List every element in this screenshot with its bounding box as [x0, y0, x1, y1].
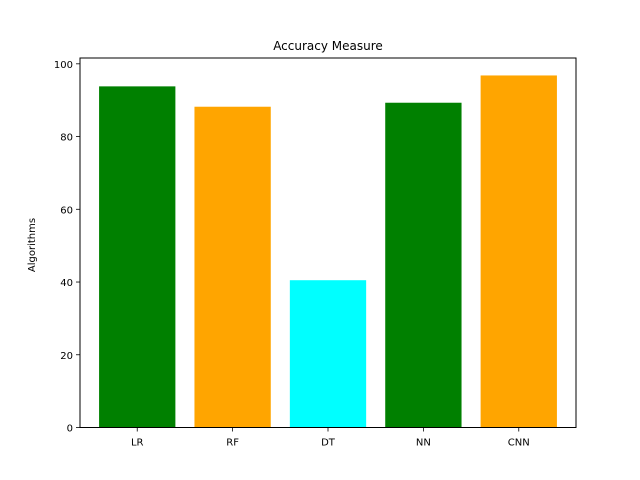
y-tick-label: 80	[60, 133, 73, 144]
y-tick-label: 100	[54, 60, 73, 71]
y-axis-title: Algorithms	[27, 218, 38, 272]
chart-title: Accuracy Measure	[273, 39, 383, 53]
y-tick-label: 40	[60, 278, 73, 289]
bars-group	[99, 75, 557, 428]
x-axis: LR RF DT NN CNN	[131, 427, 530, 449]
y-tick-label: 20	[60, 351, 73, 362]
bar-dt	[289, 280, 367, 428]
bar-cnn	[480, 75, 557, 428]
bar-lr	[99, 86, 176, 428]
x-tick-label: LR	[131, 438, 144, 449]
x-tick-label: NN	[416, 438, 431, 449]
y-axis: 0 20 40 60 80 100	[54, 60, 80, 435]
plot-frame	[79, 57, 577, 428]
y-tick-label: 0	[67, 424, 73, 435]
x-tick-label: RF	[226, 438, 239, 449]
bar-rf	[194, 106, 271, 428]
bar-nn	[385, 102, 462, 428]
x-tick-label: CNN	[508, 438, 530, 449]
x-tick-label: DT	[321, 438, 336, 449]
y-tick-label: 60	[60, 205, 73, 216]
